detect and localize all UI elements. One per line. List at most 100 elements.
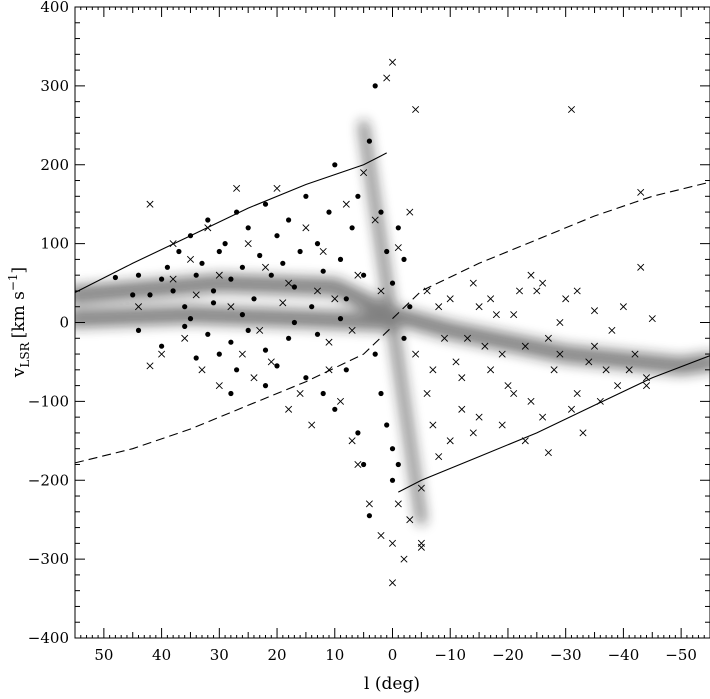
- y-tick-label: 100: [40, 235, 69, 253]
- data-point-cross: [388, 539, 397, 547]
- data-point-filled: [389, 477, 396, 483]
- data-point-cross: [215, 271, 223, 279]
- x-axis: 50 40 30 20 10 0 −10 −20 −30 −40 −50: [74, 7, 710, 664]
- y-axis: −400 −300 −200 −100 0 100 200 300 400: [28, 0, 710, 647]
- data-point-cross: [134, 303, 143, 311]
- data-point-cross: [233, 184, 241, 192]
- data-point-cross: [463, 334, 472, 342]
- data-point-filled: [389, 280, 396, 286]
- data-point-filled: [228, 276, 234, 282]
- data-point-cross: [279, 299, 287, 307]
- data-point-filled: [257, 252, 263, 259]
- data-point-filled: [401, 335, 407, 341]
- data-point-filled: [135, 327, 142, 333]
- data-point-cross: [267, 358, 275, 366]
- data-point-cross: [146, 200, 154, 208]
- emission-band: [358, 120, 427, 525]
- data-point-cross: [637, 263, 645, 271]
- data-point-filled: [355, 430, 361, 436]
- data-point-filled: [187, 233, 194, 239]
- data-point-cross: [308, 421, 316, 429]
- data-point-cross: [331, 295, 339, 303]
- data-point-cross: [198, 366, 206, 374]
- data-point-cross: [313, 287, 322, 295]
- data-point-filled: [187, 316, 194, 322]
- data-point-cross: [544, 334, 552, 342]
- data-point-cross: [412, 105, 420, 114]
- data-point-cross: [181, 334, 189, 342]
- data-point-filled: [216, 248, 222, 255]
- data-point-cross: [412, 350, 420, 358]
- x-tick-label: −20: [492, 646, 524, 664]
- data-point-filled: [389, 446, 396, 452]
- data-point-filled: [262, 383, 269, 389]
- data-point-cross: [498, 421, 506, 429]
- data-point-cross: [504, 382, 512, 390]
- y-axis-title-close: ]: [9, 267, 29, 274]
- data-point-filled: [228, 390, 234, 397]
- data-point-cross: [585, 358, 593, 366]
- data-point-cross: [556, 318, 564, 327]
- data-point-filled: [193, 355, 199, 361]
- data-point-cross: [360, 169, 368, 177]
- data-point-cross: [573, 389, 581, 398]
- data-point-cross: [510, 389, 518, 398]
- data-point-cross: [619, 303, 627, 311]
- data-point-filled: [199, 260, 205, 266]
- data-point-filled: [210, 288, 217, 294]
- data-point-cross: [342, 200, 350, 208]
- marker-group: [112, 58, 656, 587]
- data-point-filled: [216, 351, 222, 357]
- y-axis-title-unit: [km s: [9, 291, 29, 338]
- data-point-cross: [417, 543, 425, 551]
- data-point-cross: [544, 449, 552, 457]
- dashed-curve: [75, 326, 393, 464]
- data-point-filled: [378, 209, 384, 215]
- data-point-cross: [510, 311, 518, 319]
- data-point-cross: [435, 453, 443, 461]
- data-point-cross: [348, 437, 356, 445]
- data-point-cross: [146, 362, 154, 370]
- data-point-cross: [469, 429, 477, 437]
- data-point-filled: [343, 367, 349, 373]
- y-tick-label: −300: [28, 550, 69, 568]
- y-tick-label: −200: [28, 471, 69, 489]
- data-point-filled: [176, 248, 182, 255]
- data-point-filled: [314, 331, 321, 337]
- data-point-cross: [336, 397, 345, 405]
- data-point-cross: [475, 413, 483, 421]
- data-point-cross: [527, 397, 535, 405]
- data-point-filled: [222, 241, 228, 247]
- data-point-cross: [302, 224, 310, 232]
- data-point-cross: [215, 382, 223, 390]
- data-point-cross: [487, 366, 495, 374]
- data-point-cross: [169, 275, 177, 283]
- data-point-filled: [274, 233, 280, 239]
- data-point-filled: [326, 209, 332, 215]
- data-point-cross: [458, 374, 466, 382]
- data-point-filled: [164, 264, 170, 270]
- data-point-filled: [372, 351, 378, 357]
- data-point-cross: [596, 397, 604, 405]
- data-point-cross: [608, 326, 616, 334]
- data-point-filled: [291, 319, 297, 326]
- data-point-filled: [228, 339, 234, 345]
- x-tick-label: 0: [388, 646, 398, 664]
- data-point-cross: [481, 342, 489, 350]
- y-axis-title-prefix: v: [9, 367, 29, 378]
- data-point-cross: [377, 287, 385, 295]
- solid-curve: [398, 355, 710, 493]
- data-point-cross: [567, 105, 576, 114]
- data-point-filled: [320, 268, 326, 274]
- data-point-filled: [130, 292, 136, 298]
- data-point-filled: [274, 363, 280, 369]
- data-point-cross: [296, 389, 304, 398]
- x-tick-label: 50: [94, 646, 113, 664]
- data-point-cross: [371, 216, 379, 224]
- x-tick-label: 40: [152, 646, 171, 664]
- data-point-cross: [637, 188, 645, 196]
- x-tick-label: 30: [210, 646, 229, 664]
- data-point-filled: [147, 292, 153, 298]
- y-tick-label: 300: [40, 77, 69, 95]
- x-tick-label: −40: [608, 646, 640, 664]
